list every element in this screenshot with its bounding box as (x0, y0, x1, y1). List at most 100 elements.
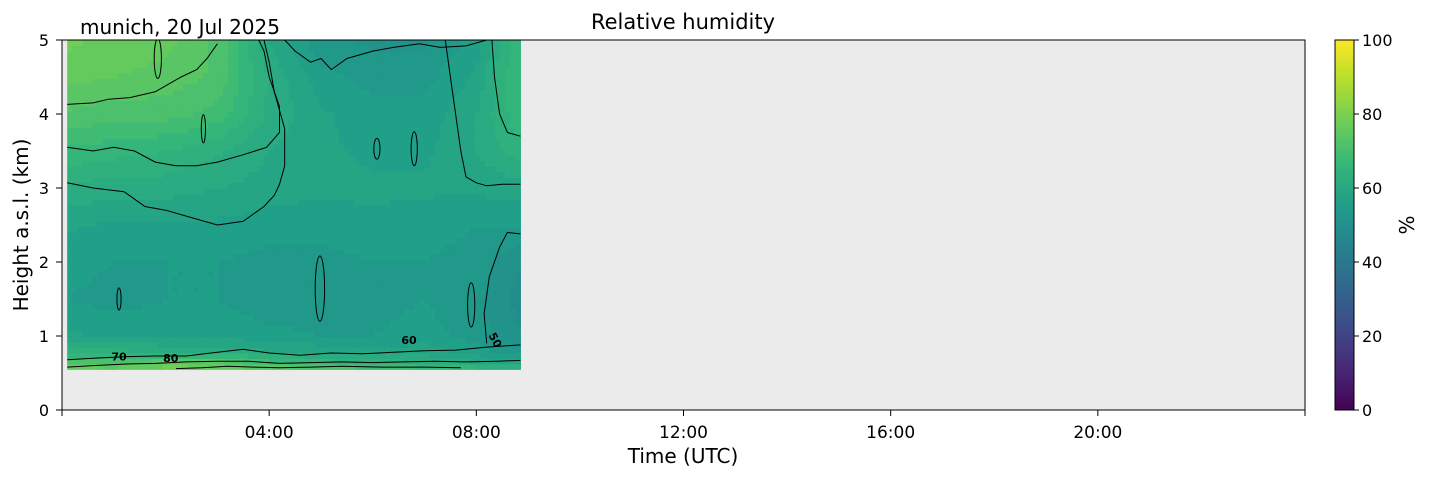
heatmap-cell (318, 237, 325, 244)
heatmap-cell (434, 50, 441, 58)
heatmap-cell (404, 336, 411, 343)
heatmap-cell (92, 122, 98, 129)
heatmap-cell (243, 254, 250, 261)
heatmap-cell (475, 232, 481, 239)
heatmap-cell (409, 259, 416, 266)
heatmap-cell (283, 243, 290, 250)
heatmap-cell (72, 210, 78, 217)
heatmap-cell (228, 40, 234, 47)
heatmap-cell (177, 248, 184, 255)
heatmap-cell (92, 72, 98, 80)
heatmap-cell (339, 133, 345, 140)
heatmap-cell (97, 336, 104, 343)
heatmap-cell (288, 122, 295, 129)
heatmap-cell (379, 232, 386, 239)
heatmap-cell (464, 330, 471, 337)
heatmap-cell (409, 193, 416, 200)
heatmap-cell (198, 144, 204, 151)
heatmap-cell (399, 155, 406, 162)
heatmap-cell (334, 221, 340, 228)
heatmap-cell (72, 138, 78, 145)
heatmap-cell (429, 210, 436, 217)
heatmap-cell (384, 204, 391, 211)
heatmap-cell (253, 314, 260, 321)
heatmap-cell (87, 111, 93, 118)
heatmap-cell (112, 61, 119, 69)
heatmap-cell (374, 221, 380, 228)
heatmap-cell (193, 292, 199, 299)
heatmap-cell (122, 226, 129, 233)
heatmap-cell (152, 94, 159, 101)
heatmap-cell (157, 210, 164, 217)
heatmap-cell (127, 308, 134, 316)
heatmap-cell (339, 336, 345, 343)
heatmap-cell (349, 127, 355, 134)
heatmap-cell (273, 226, 280, 233)
heatmap-cell (92, 100, 98, 107)
heatmap-cell (72, 160, 78, 167)
heatmap-cell (475, 193, 481, 200)
heatmap-cell (233, 127, 239, 134)
heatmap-cell (147, 182, 154, 189)
heatmap-cell (147, 188, 154, 195)
heatmap-cell (339, 281, 345, 288)
heatmap-cell (198, 303, 204, 310)
heatmap-cell (87, 160, 93, 167)
heatmap-cell (293, 314, 300, 321)
heatmap-cell (318, 199, 325, 206)
heatmap-cell (394, 177, 401, 184)
heatmap-cell (414, 160, 421, 167)
heatmap-cell (273, 221, 280, 228)
heatmap-cell (329, 347, 335, 354)
heatmap-cell (369, 297, 375, 305)
heatmap-cell (223, 254, 229, 261)
heatmap-cell (157, 122, 164, 129)
heatmap-cell (82, 111, 88, 118)
heatmap-cell (313, 319, 320, 326)
heatmap-cell (112, 182, 119, 189)
heatmap-cell (419, 182, 426, 189)
heatmap-cell (193, 138, 199, 145)
heatmap-cell (142, 303, 149, 310)
heatmap-cell (288, 40, 295, 47)
heatmap-cell (404, 193, 411, 200)
heatmap-cell (92, 78, 98, 85)
heatmap-cell (233, 341, 239, 348)
heatmap-cell (157, 50, 164, 58)
heatmap-cell (188, 292, 194, 299)
heatmap-cell (238, 259, 245, 266)
heatmap-cell (177, 56, 184, 63)
heatmap-cell (349, 40, 355, 47)
heatmap-cell (480, 45, 486, 52)
heatmap-cell (167, 308, 174, 316)
heatmap-cell (288, 341, 295, 348)
heatmap-cell (449, 254, 456, 261)
heatmap-cell (449, 199, 456, 206)
heatmap-cell (258, 100, 265, 107)
heatmap-cell (288, 330, 295, 337)
heatmap-cell (72, 89, 78, 96)
heatmap-cell (193, 204, 199, 211)
heatmap-cell (439, 177, 446, 184)
heatmap-cell (72, 265, 78, 272)
heatmap-cell (238, 270, 245, 277)
heatmap-cell (193, 314, 199, 321)
heatmap-cell (480, 330, 486, 337)
heatmap-cell (374, 127, 380, 134)
heatmap-cell (273, 358, 280, 365)
heatmap-cell (82, 204, 88, 211)
heatmap-cell (278, 341, 285, 348)
heatmap-cell (263, 292, 270, 299)
heatmap-cell (339, 116, 345, 123)
heatmap-cell (213, 94, 219, 101)
heatmap-cell (454, 166, 461, 173)
heatmap-cell (152, 100, 159, 107)
heatmap-cell (318, 40, 325, 47)
heatmap-cell (102, 347, 109, 354)
heatmap-cell (162, 248, 169, 255)
heatmap-cell (283, 292, 290, 299)
heatmap-cell (177, 166, 184, 173)
heatmap-cell (77, 50, 83, 58)
heatmap-cell (167, 226, 174, 233)
heatmap-cell (82, 149, 88, 156)
